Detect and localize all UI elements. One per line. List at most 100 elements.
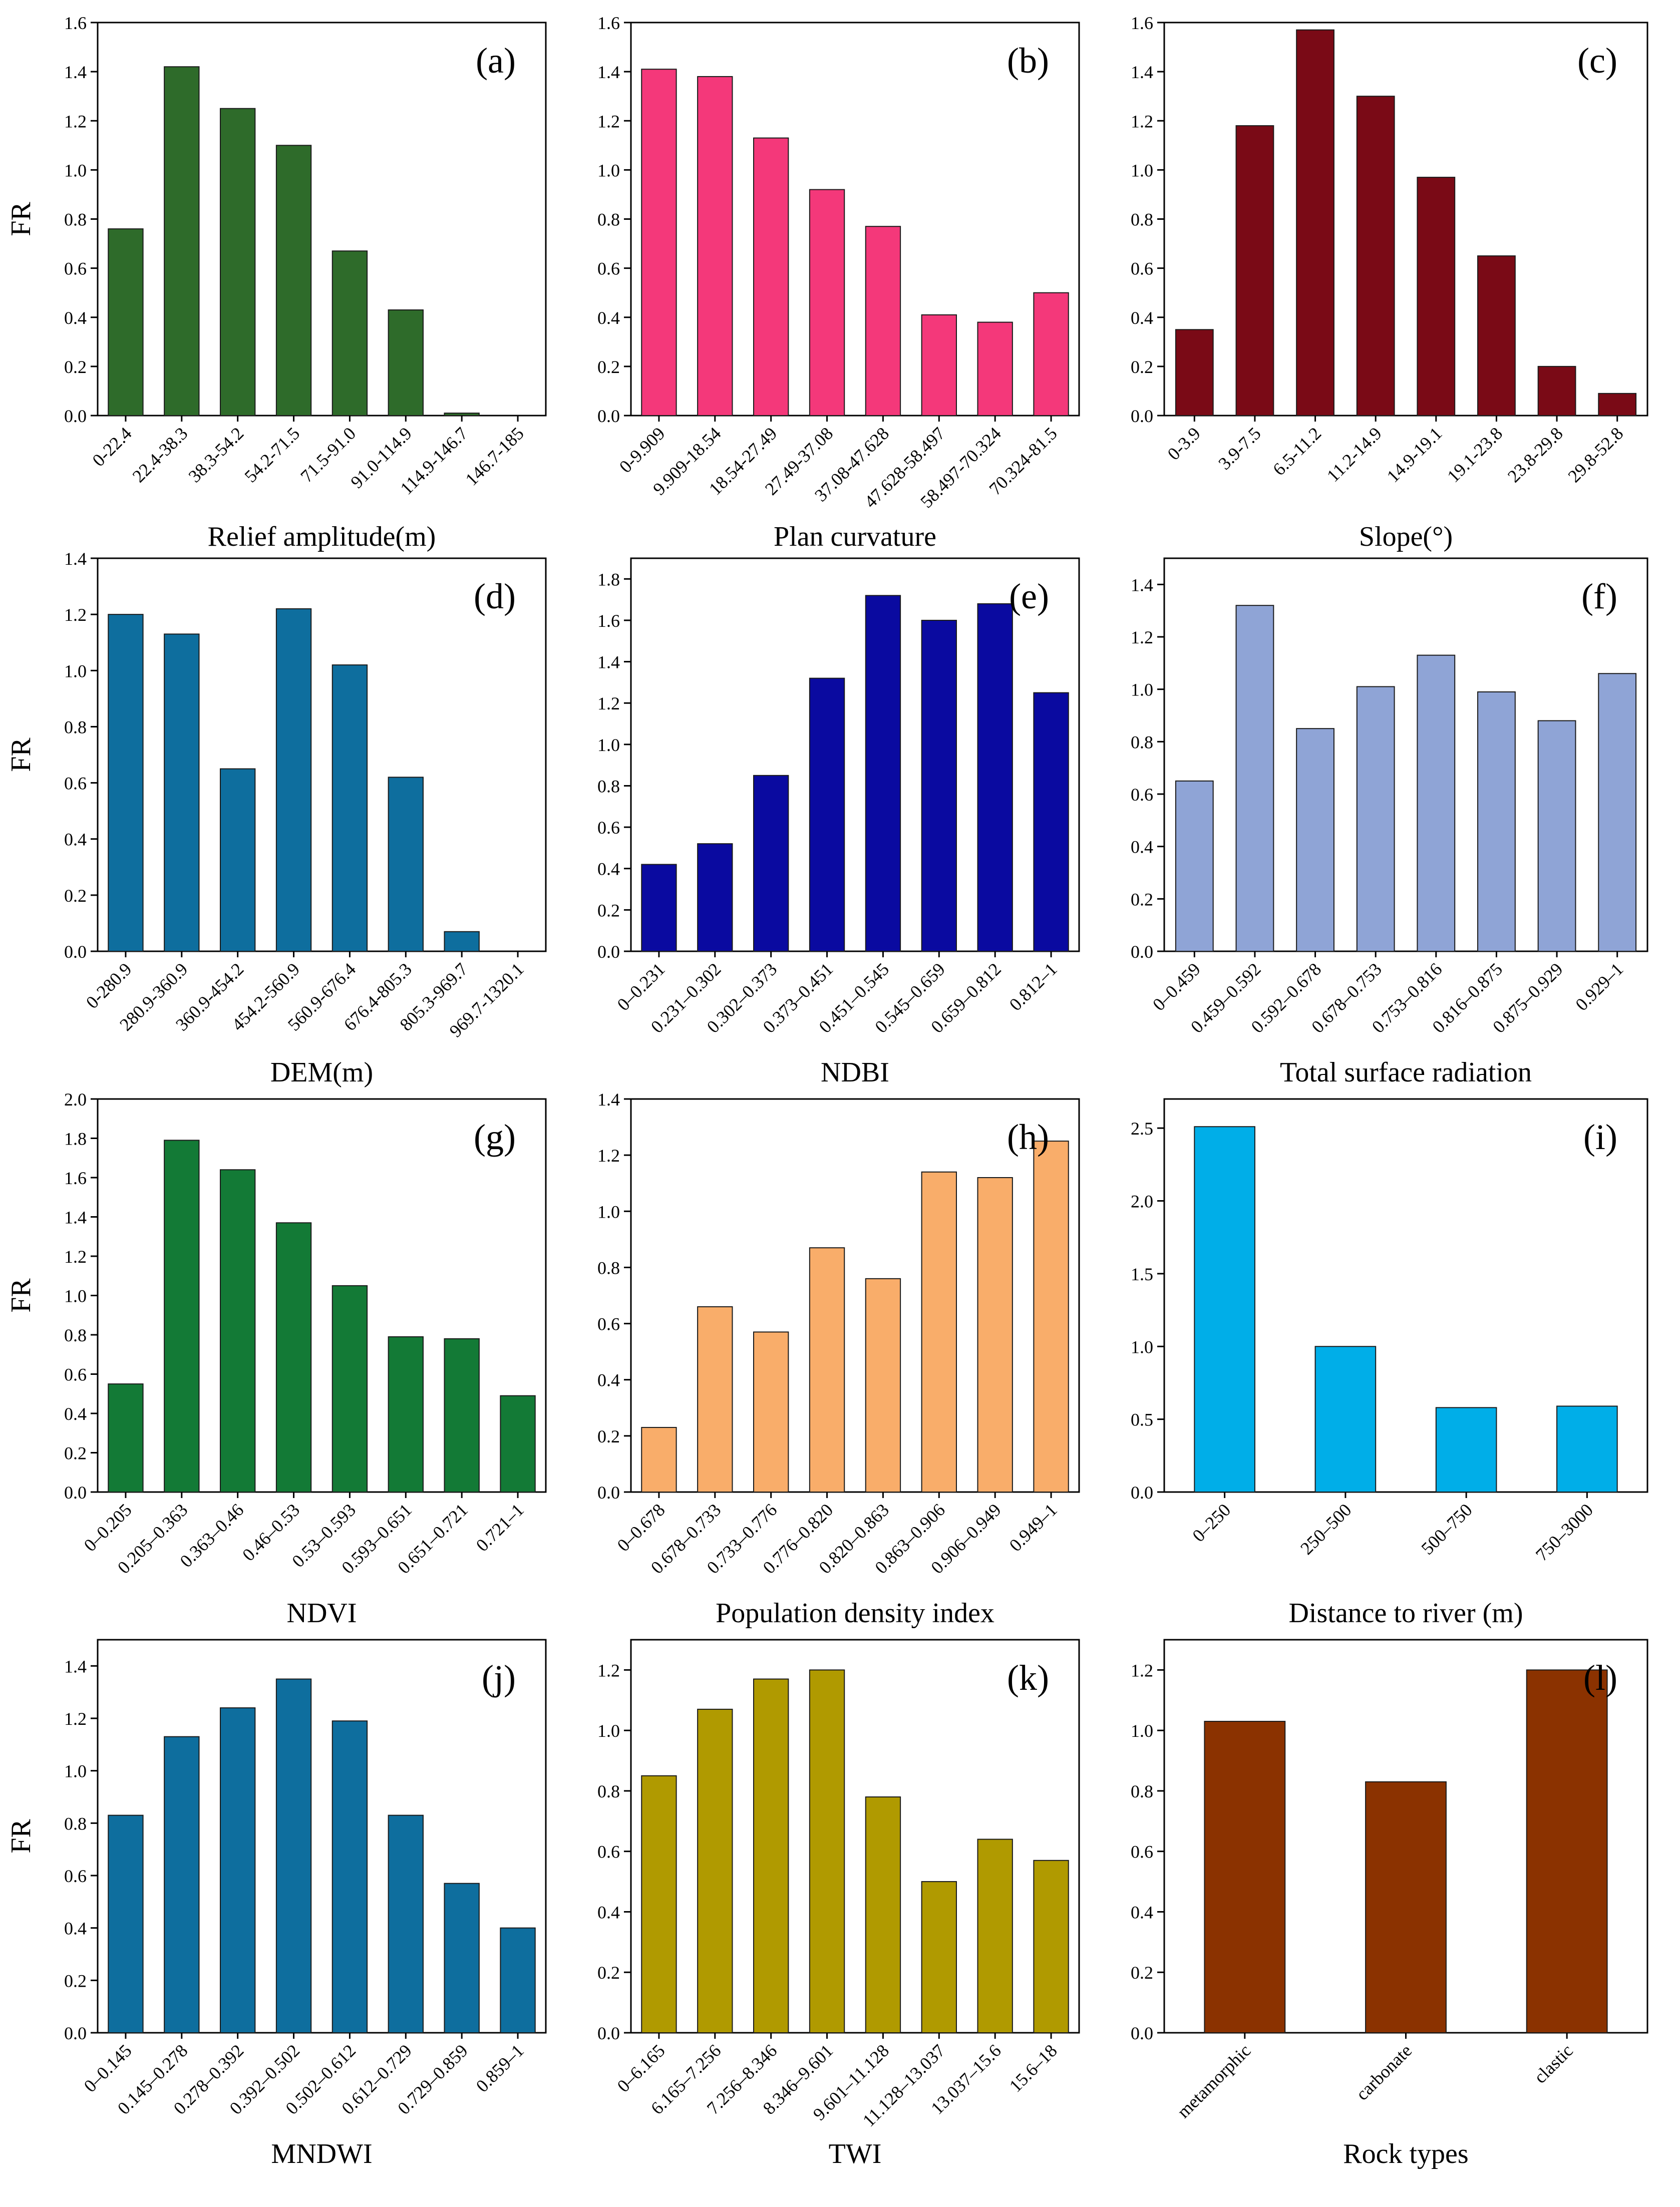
y-tick-label: 0.6: [597, 818, 620, 838]
x-category-label: 0-22.4: [89, 423, 136, 470]
y-tick-label: 1.6: [597, 611, 620, 631]
x-axis-title: Distance to river (m): [1288, 1598, 1523, 1629]
bar-h-2: [697, 1306, 733, 1493]
bar-l-1: [1204, 1721, 1286, 2034]
panel-tag: (i): [1583, 1117, 1617, 1157]
y-tick-label: 0.8: [597, 776, 620, 796]
x-category-label: 0.812–1: [1005, 959, 1061, 1014]
y-tick-label: 1.6: [64, 1168, 87, 1188]
bar-b-1: [641, 69, 677, 416]
y-tick-label: 0.0: [597, 406, 620, 426]
y-tick-label: 1.2: [1131, 627, 1153, 647]
panel-tag: (k): [1007, 1658, 1049, 1698]
bar-d-7: [444, 931, 480, 952]
x-category-label: 3.9-7.5: [1214, 423, 1264, 473]
y-tick-label: 0.8: [1131, 732, 1153, 752]
y-tick-label: 0.6: [597, 1842, 620, 1862]
bar-d-1: [108, 614, 144, 952]
bar-k-1: [641, 1775, 677, 2033]
bar-a-1: [108, 228, 144, 416]
y-tick-label: 1.6: [64, 13, 87, 33]
bar-k-2: [697, 1708, 733, 2033]
x-category-label: 0–0.231: [613, 959, 669, 1014]
bar-i-2: [1314, 1346, 1377, 1493]
y-tick-label: 0.0: [64, 942, 87, 962]
y-tick-label: 0.2: [597, 1963, 620, 1983]
bar-k-3: [753, 1678, 789, 2033]
x-category-label: 23.8-29.8: [1504, 423, 1567, 486]
y-tick-label: 0.4: [64, 1919, 87, 1939]
bar-d-2: [164, 633, 200, 952]
y-tick-label: 0.0: [1131, 2023, 1153, 2043]
bar-e-2: [697, 843, 733, 952]
y-tick-label: 1.4: [597, 652, 620, 672]
y-tick-label: 0.4: [1131, 837, 1153, 857]
y-tick-label: 0.4: [597, 1370, 620, 1390]
x-category-label: 0-280.9: [82, 959, 136, 1012]
bar-g-6: [388, 1336, 424, 1493]
panel-a: 0.0 0.2 0.4 0.6 0.8 1.0 1.2 1.4 1.6 0-22.422.4-38…: [6, 13, 547, 552]
bar-e-1: [641, 864, 677, 952]
x-category-label: 0.929–1: [1571, 959, 1627, 1014]
y-tick-label: 1.0: [597, 735, 620, 755]
y-tick-label: 0.4: [597, 859, 620, 879]
bar-i-3: [1435, 1407, 1497, 1493]
y-tick-label: 1.4: [1131, 62, 1153, 82]
bar-f-8: [1598, 673, 1637, 952]
y-tick-label: 0.0: [597, 1483, 620, 1503]
panel-b: 0.00.20.40.60.81.01.21.41.60-9.9099.909-…: [597, 13, 1080, 552]
y-tick-label: 1.0: [64, 661, 87, 681]
x-axis-title: Total surface radiation: [1280, 1057, 1532, 1088]
y-axis-title: FR: [6, 1278, 37, 1313]
y-tick-label: 0.4: [597, 1902, 620, 1922]
bar-c-5: [1417, 177, 1456, 416]
panel-tag: (d): [474, 576, 516, 616]
bar-e-5: [865, 595, 901, 952]
bar-l-2: [1365, 1781, 1447, 2033]
bar-g-3: [220, 1169, 256, 1493]
y-tick-label: 0.2: [1131, 889, 1153, 909]
bar-a-3: [220, 108, 256, 416]
y-tick-label: 0.4: [1131, 1902, 1153, 1922]
y-tick-label: 2.5: [1131, 1119, 1153, 1139]
y-tick-label: 1.2: [597, 1146, 620, 1166]
x-category-label: clastic: [1530, 2040, 1577, 2087]
y-tick-label: 1.2: [597, 111, 620, 131]
y-tick-label: 1.4: [1131, 575, 1153, 595]
plot-frame: [97, 1639, 547, 2034]
bar-j-1: [108, 1814, 144, 2033]
bar-e-6: [921, 619, 957, 952]
x-axis-title: Slope(°): [1359, 521, 1453, 552]
y-tick-label: 1.2: [64, 605, 87, 625]
panel-g: 0.0 0.2 0.4 0.6 0.8 1.0 1.2 1.4 1.6 1.8 2.0 0–0.205…: [6, 1089, 547, 1629]
bar-d-5: [331, 664, 368, 952]
x-axis-title: TWI: [829, 2138, 882, 2169]
y-tick-label: 0.0: [1131, 942, 1153, 962]
bar-j-2: [164, 1736, 200, 2033]
y-tick-label: 1.4: [64, 549, 87, 569]
bar-g-2: [164, 1140, 200, 1493]
y-tick-label: 1.4: [64, 62, 87, 82]
x-axis-title: DEM(m): [270, 1057, 373, 1088]
x-axis-title: MNDWI: [271, 2138, 372, 2169]
y-tick-label: 0.8: [64, 210, 87, 230]
y-tick-label: 0.2: [64, 1971, 87, 1991]
y-tick-label: 1.0: [64, 1286, 87, 1306]
bar-h-1: [641, 1427, 677, 1493]
x-axis-title: Plan curvature: [774, 521, 936, 552]
bar-c-7: [1537, 365, 1576, 416]
y-tick-label: 0.2: [64, 1443, 87, 1463]
x-category-label: 0–250: [1188, 1500, 1234, 1546]
y-tick-label: 1.0: [1131, 680, 1153, 700]
bar-b-8: [1033, 292, 1069, 416]
y-tick-label: 0.6: [64, 1866, 87, 1886]
bar-j-8: [500, 1927, 536, 2034]
y-tick-label: 0.2: [64, 886, 87, 906]
x-axis-title: Population density index: [716, 1598, 994, 1629]
y-tick-label: 0.0: [64, 406, 87, 426]
y-tick-label: 0.8: [64, 1325, 87, 1345]
y-axis-title: FR: [6, 202, 37, 236]
y-tick-label: 1.2: [1131, 1660, 1153, 1680]
bar-b-6: [921, 314, 957, 416]
x-category-label: 22.4-38.3: [129, 423, 192, 486]
